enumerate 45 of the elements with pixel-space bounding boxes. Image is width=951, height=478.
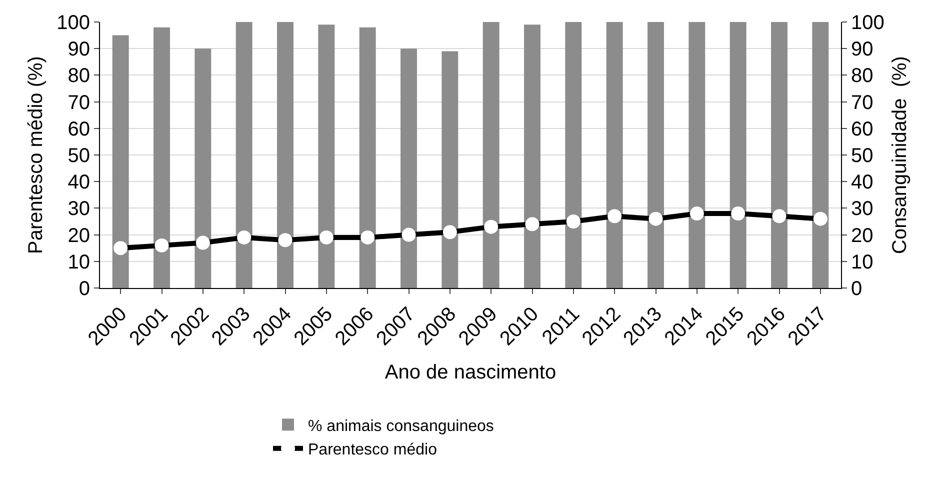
bar xyxy=(771,22,788,288)
y-tick-label: 90 xyxy=(68,38,90,61)
y2-tick-label: 30 xyxy=(851,198,874,220)
legend-label: % animais consanguineos xyxy=(308,418,494,435)
y2-axis-title: Consanguinidade (%) xyxy=(888,56,911,254)
bar xyxy=(277,22,294,288)
y-tick-label: 60 xyxy=(68,118,90,140)
y2-tick-label: 20 xyxy=(851,224,874,247)
y2-tick-label: 10 xyxy=(851,251,874,274)
legend-label: Parentesco médio xyxy=(308,442,438,459)
y2-tick-label: 80 xyxy=(851,65,874,88)
y-tick-label: 10 xyxy=(68,251,90,274)
bar xyxy=(648,22,664,288)
y-tick-label: 40 xyxy=(68,172,90,194)
y2-tick-label: 0 xyxy=(851,278,862,300)
bar xyxy=(524,24,540,288)
bar xyxy=(812,22,829,288)
bar xyxy=(730,22,746,288)
bar xyxy=(112,35,129,288)
x-axis-title: Ano de nascimento xyxy=(384,362,556,384)
bar xyxy=(442,51,458,288)
y-tick-label: 50 xyxy=(68,145,90,167)
y2-tick-label: 70 xyxy=(851,92,874,114)
bar xyxy=(318,24,335,288)
bar xyxy=(565,22,582,288)
y-tick-label: 70 xyxy=(68,92,90,114)
bar xyxy=(236,22,252,288)
y2-tick-label: 100 xyxy=(851,12,884,34)
bar xyxy=(688,22,706,288)
y2-tick-label: 90 xyxy=(851,38,874,61)
y-tick-label: 0 xyxy=(78,278,90,300)
bar xyxy=(154,27,170,288)
bar xyxy=(482,22,500,288)
y-tick-label: 80 xyxy=(68,65,90,88)
bar xyxy=(359,27,376,288)
bar xyxy=(400,48,417,288)
y-tick-label: 100 xyxy=(56,12,90,34)
y2-tick-label: 40 xyxy=(851,172,874,194)
y-tick-label: 30 xyxy=(68,198,90,220)
bar xyxy=(194,48,212,288)
y2-tick-label: 50 xyxy=(851,145,874,167)
bar xyxy=(606,22,623,288)
y2-tick-label: 60 xyxy=(851,118,874,140)
y-tick-label: 20 xyxy=(68,224,90,247)
y-axis-title: Parentesco médio (%) xyxy=(25,56,48,254)
